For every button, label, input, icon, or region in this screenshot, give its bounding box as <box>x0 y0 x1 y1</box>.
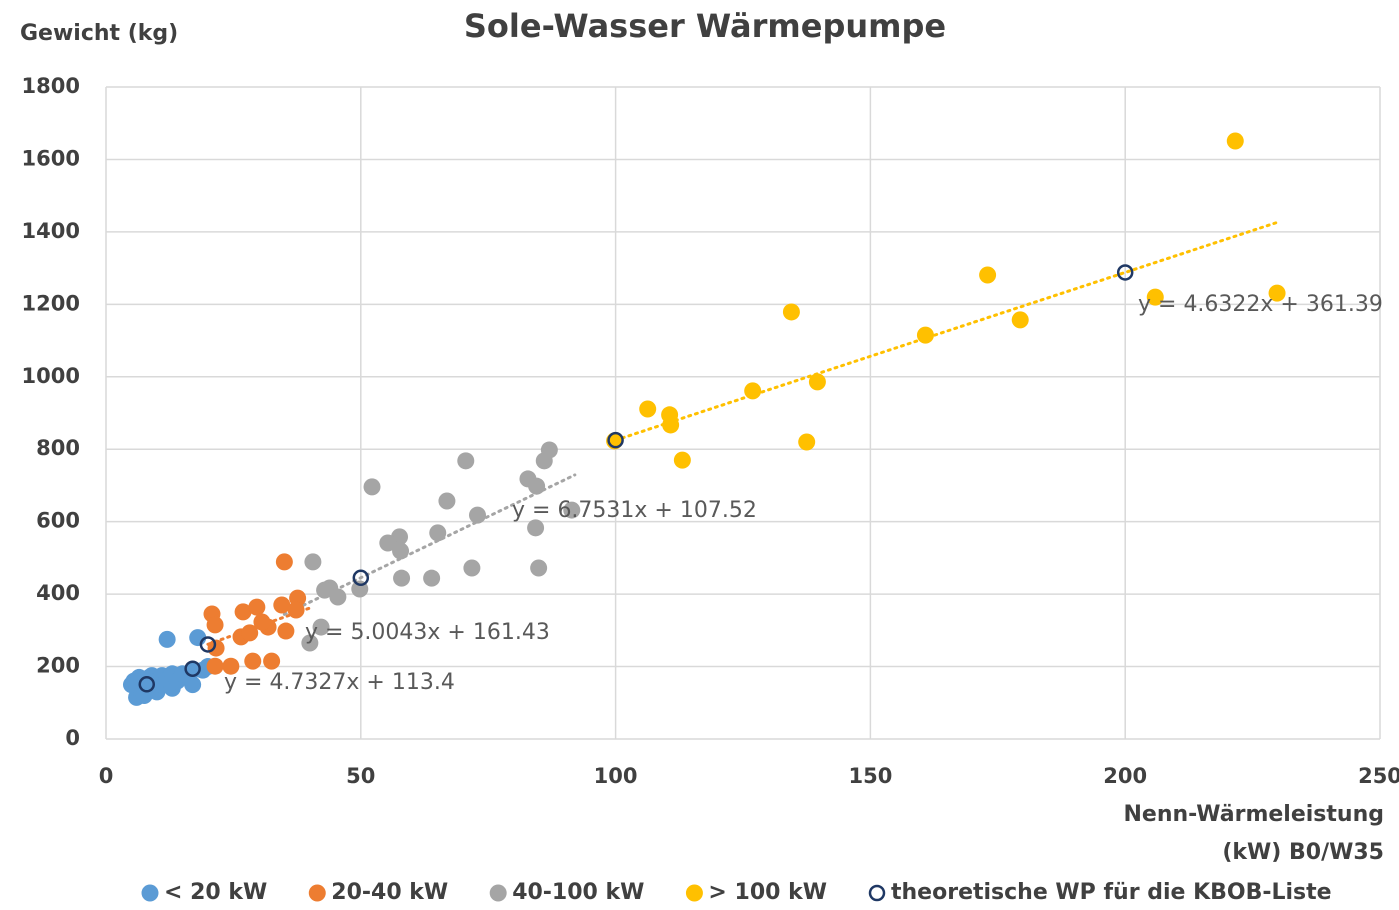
point <box>457 452 475 470</box>
trendline-label: y = 4.7327x + 113.4 <box>224 670 455 695</box>
point <box>253 613 271 631</box>
point <box>673 451 691 469</box>
legend-label: < 20 kW <box>164 880 267 905</box>
x-tick-label: 250 <box>1358 764 1399 788</box>
legend-label: 20-40 kW <box>331 880 448 905</box>
point <box>363 478 381 496</box>
point <box>563 501 581 519</box>
y-tick-label: 1600 <box>22 146 80 170</box>
legend-marker <box>868 884 886 902</box>
y-tick-label: 1800 <box>22 74 80 98</box>
y-tick-label: 200 <box>36 654 80 678</box>
point <box>316 581 334 599</box>
point <box>329 588 347 606</box>
point <box>468 506 486 524</box>
point <box>662 416 680 434</box>
point <box>273 596 291 614</box>
point <box>1268 284 1286 302</box>
x-tick-label: 0 <box>99 764 114 788</box>
point <box>263 652 281 670</box>
x-tick-label: 100 <box>594 764 638 788</box>
point <box>158 630 176 648</box>
y-tick-label: 1000 <box>22 364 80 388</box>
point <box>423 569 441 587</box>
point <box>287 601 305 619</box>
point <box>222 657 240 675</box>
point <box>277 622 295 640</box>
point <box>241 624 259 642</box>
x-tick-label: 150 <box>848 764 892 788</box>
x-tick-label: 50 <box>346 764 375 788</box>
hollow-point <box>184 660 201 677</box>
legend-marker <box>489 884 507 902</box>
point <box>639 400 657 418</box>
point <box>979 266 997 284</box>
hollow-point <box>352 569 370 587</box>
point <box>744 382 762 400</box>
point <box>429 524 447 542</box>
point <box>527 519 545 537</box>
point <box>463 559 481 577</box>
point <box>275 553 293 571</box>
point <box>393 569 411 587</box>
point <box>535 452 553 470</box>
y-tick-label: 1200 <box>22 291 80 315</box>
point <box>438 492 456 510</box>
point <box>244 652 262 670</box>
point <box>206 657 224 675</box>
y-tick-label: 600 <box>36 509 80 533</box>
trendline-label: y = 6.7531x + 107.52 <box>512 498 757 523</box>
x-axis-label: Nenn-Wärmeleistung <box>1123 802 1384 827</box>
y-tick-label: 1400 <box>22 219 80 243</box>
point <box>392 542 410 560</box>
trendline-label: y = 4.6322x + 361.39 <box>1138 292 1383 317</box>
point <box>798 433 816 451</box>
legend-label: theoretische WP für die KBOB-Liste <box>891 880 1332 905</box>
hollow-point <box>138 676 156 693</box>
point <box>379 534 397 552</box>
x-axis-label: (kW) B0/W35 <box>1222 840 1384 865</box>
legend-label: 40-100 kW <box>512 880 644 905</box>
hollow-point <box>1116 264 1134 281</box>
point <box>1011 311 1029 329</box>
y-tick-label: 800 <box>36 436 80 460</box>
x-tick-label: 200 <box>1103 764 1147 788</box>
y-tick-label: 400 <box>36 581 80 605</box>
point <box>301 634 319 652</box>
y-tick-label: 0 <box>65 726 80 750</box>
trendline-label: y = 5.0043x + 161.43 <box>305 620 550 645</box>
point <box>916 326 934 344</box>
y-axis-label: Gewicht (kg) <box>20 21 178 46</box>
point <box>206 616 224 634</box>
point <box>782 303 800 321</box>
point <box>248 598 266 616</box>
hollow-point <box>199 636 217 653</box>
point <box>530 559 548 577</box>
point <box>528 477 546 495</box>
point <box>234 603 252 621</box>
trendline <box>614 220 1280 442</box>
legend-marker <box>685 884 703 902</box>
point <box>304 553 322 571</box>
hollow-point <box>607 431 624 449</box>
point <box>1146 288 1164 306</box>
legend-marker <box>141 884 159 902</box>
trendline <box>282 473 577 616</box>
point <box>808 373 826 391</box>
point <box>184 676 202 694</box>
legend-marker <box>308 884 326 902</box>
legend-label: > 100 kW <box>708 880 827 905</box>
point <box>312 618 330 636</box>
point <box>1226 132 1244 150</box>
chart-title: Sole-Wasser Wärmepumpe <box>464 7 946 45</box>
point <box>207 639 225 657</box>
